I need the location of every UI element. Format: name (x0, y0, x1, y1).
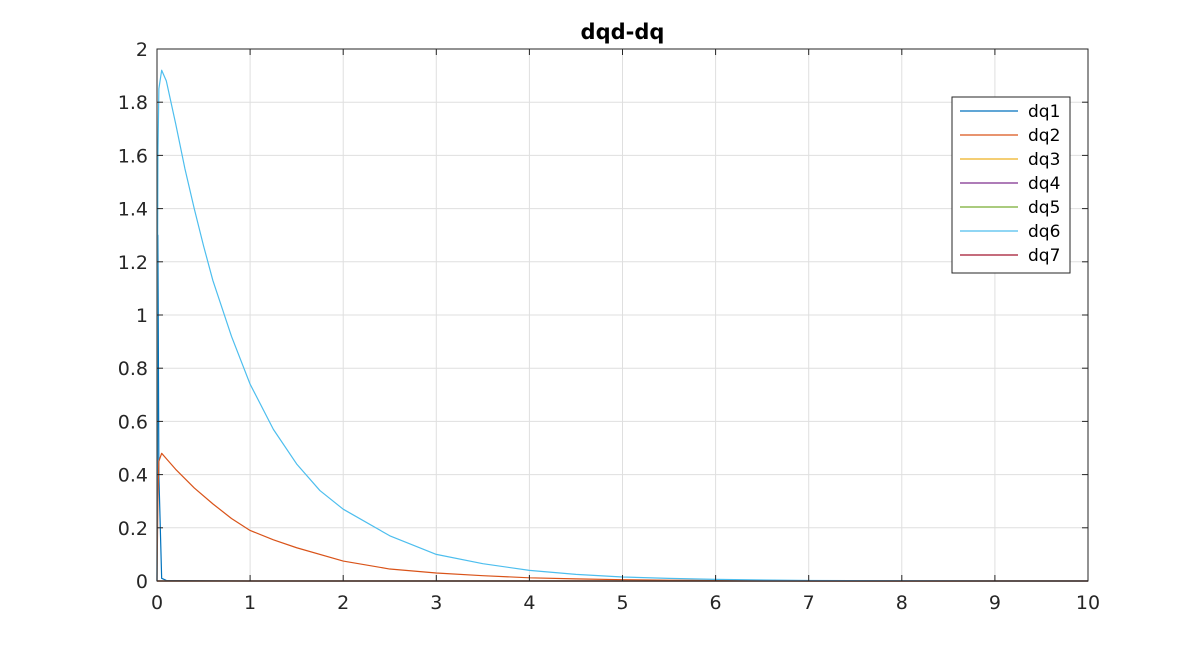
legend-label-dq3: dq3 (1028, 150, 1060, 170)
legend-label-dq2: dq2 (1028, 126, 1060, 146)
legend-label-dq5: dq5 (1028, 198, 1060, 218)
x-tick-label: 8 (896, 592, 908, 614)
y-tick-label: 0.2 (118, 518, 148, 540)
x-tick-label: 4 (523, 592, 535, 614)
x-tick-label: 10 (1076, 592, 1100, 614)
y-tick-label: 0.8 (118, 358, 148, 380)
x-tick-label: 6 (710, 592, 722, 614)
y-tick-label: 1 (136, 305, 148, 327)
y-tick-label: 0.4 (118, 465, 148, 487)
y-tick-label: 0.6 (118, 411, 148, 433)
x-tick-label: 0 (151, 592, 163, 614)
legend-label-dq6: dq6 (1028, 222, 1060, 242)
ticks: 0 1 2 3 4 5 6 7 8 9 10 0 0.2 0.4 0.6 0.8 1 1.2 1.4 1.6 1.8 2 (118, 39, 1100, 614)
y-tick-label: 1.6 (118, 145, 148, 167)
x-tick-label: 3 (430, 592, 442, 614)
legend-label-dq4: dq4 (1028, 174, 1060, 194)
legend-label-dq1: dq1 (1028, 102, 1060, 122)
y-tick-label: 1.2 (118, 252, 148, 274)
legend[interactable]: dq1 dq2 dq3 dq4 dq5 dq6 dq7 (951, 96, 1071, 274)
y-tick-label: 1.4 (118, 199, 148, 221)
x-tick-label: 9 (989, 592, 1001, 614)
y-tick-label: 0 (136, 571, 148, 593)
series-line-dq6 (156, 69, 1088, 582)
y-tick-label: 2 (136, 39, 148, 61)
x-tick-label: 7 (803, 592, 815, 614)
chart-title: dqd-dq (581, 20, 665, 44)
legend-label-dq7: dq7 (1028, 246, 1060, 266)
y-tick-label: 1.8 (118, 92, 148, 114)
legend-box (951, 96, 1071, 274)
x-tick-label: 2 (337, 592, 349, 614)
x-tick-label: 1 (244, 592, 256, 614)
x-tick-label: 5 (616, 592, 628, 614)
